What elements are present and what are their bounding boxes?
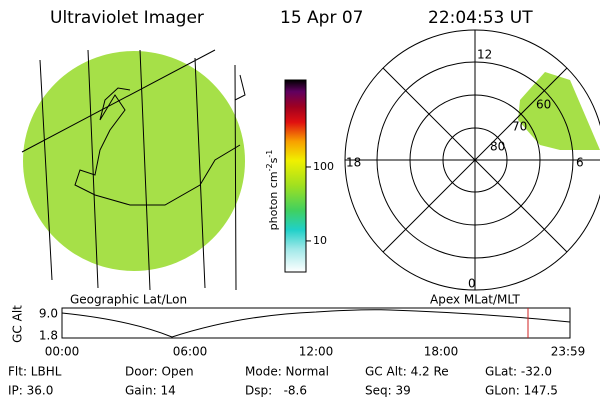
mlt-label: 12 [477, 48, 492, 62]
strip-title: Geographic Lat/Lon [70, 293, 187, 307]
colorbar-label: photon cm-2s-1 [265, 150, 281, 231]
x-tick-label: 23:59 [551, 345, 586, 359]
y-tick-label: 1.8 [39, 329, 58, 343]
status-field: IP: 36.0 [8, 384, 53, 398]
lat-label: 70 [512, 120, 527, 134]
mlt-label: 0 [468, 277, 476, 291]
x-tick-label: 18:00 [424, 345, 459, 359]
altitude-curve [61, 309, 571, 338]
y-tick-label: 9.0 [39, 307, 58, 321]
status-field: GLon: 147.5 [485, 384, 558, 398]
status-field: Door: Open [125, 365, 194, 379]
lat-label: 60 [536, 98, 551, 112]
status-field: GLat: -32.0 [485, 365, 552, 379]
time: 22:04:53 UT [428, 8, 533, 28]
status-field: Dsp: -8.6 [245, 384, 307, 398]
date: 15 Apr 07 [280, 8, 363, 28]
status-field: GC Alt: 4.2 Re [365, 365, 449, 379]
mlt-label: 18 [346, 156, 361, 170]
colorbar [284, 79, 307, 273]
lat-label: 80 [490, 140, 505, 154]
status-field: Gain: 14 [125, 384, 176, 398]
x-tick-label: 00:00 [45, 345, 80, 359]
x-tick-label: 12:00 [299, 345, 334, 359]
polar-plot [344, 29, 600, 291]
status-field: Seq: 39 [365, 384, 411, 398]
x-tick-label: 06:00 [173, 345, 208, 359]
colorbar-tick-label: 10 [313, 234, 327, 247]
status-field: Flt: LBHL [8, 365, 62, 379]
strip-title: Apex MLat/MLT [430, 293, 520, 307]
strip-frame [61, 307, 571, 339]
status-field: Mode: Normal [245, 365, 329, 379]
title: Ultraviolet Imager [50, 8, 204, 28]
globe-image [21, 49, 246, 291]
strip-axis-label: GC Alt [11, 305, 25, 343]
colorbar-tick-label: 100 [313, 160, 334, 173]
mlt-label: 6 [576, 156, 584, 170]
